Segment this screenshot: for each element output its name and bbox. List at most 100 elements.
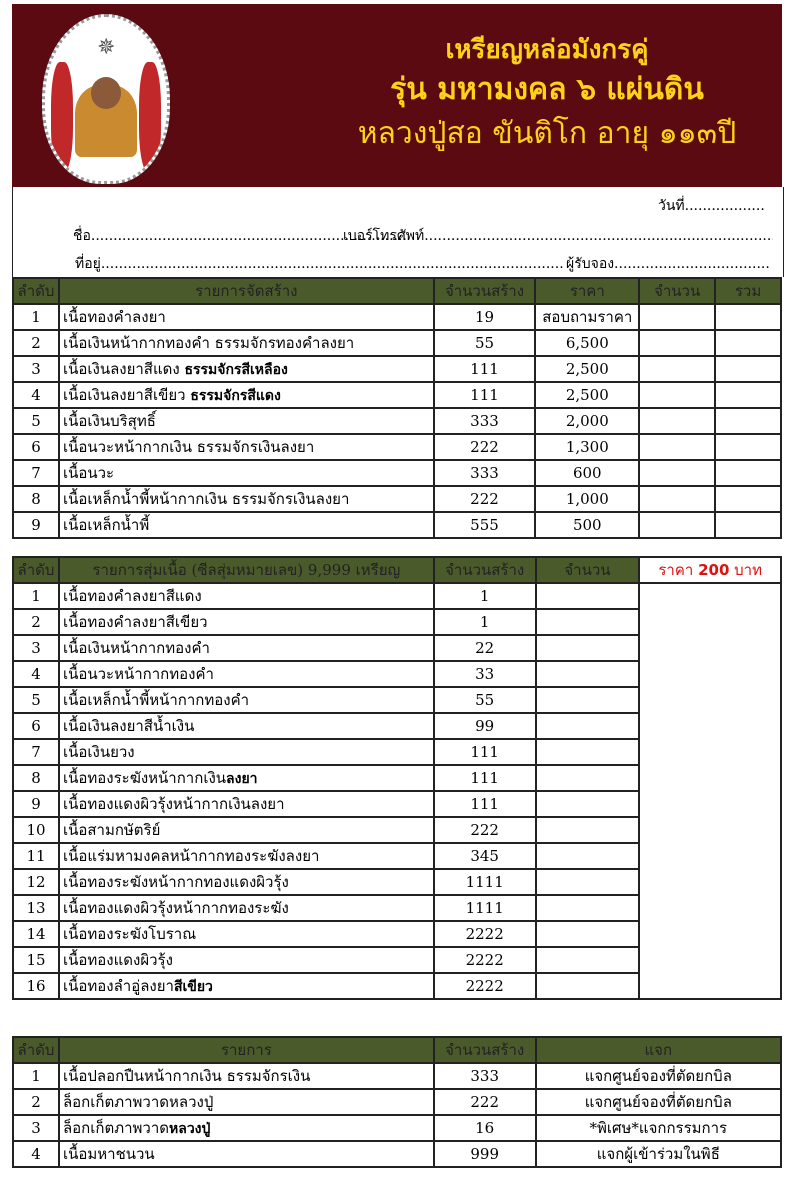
dragon-right — [139, 62, 161, 172]
header-cell: รวม — [714, 277, 782, 305]
order-qty-input[interactable] — [534, 790, 641, 818]
price-badge: ราคา 200 บาท — [638, 556, 782, 584]
order-qty-input[interactable] — [534, 608, 641, 636]
total-input[interactable] — [714, 485, 782, 513]
empty-cell — [638, 582, 782, 1000]
table-row: 4 เนื้อนวะหน้ากากทองคำ 33 — [12, 660, 781, 688]
order-qty-input[interactable] — [534, 894, 641, 922]
name-field[interactable]: ชื่อ....................................… — [73, 228, 407, 244]
production-qty: 1 — [432, 582, 537, 610]
production-qty: 222 — [432, 816, 537, 844]
order-qty-input[interactable] — [638, 303, 717, 331]
customer-info: วันที่.................. ชื่อ...........… — [12, 187, 784, 277]
total-input[interactable] — [714, 303, 782, 331]
order-qty-input[interactable] — [638, 329, 717, 357]
phone-field[interactable]: เบอร์โทรศัพท์...........................… — [343, 228, 773, 244]
item-name-bold: สีเขียว — [173, 979, 213, 995]
section1-header: ลำดับ รายการจัดสร้าง จำนวนสร้าง ราคา จำนวน รว… — [12, 277, 782, 305]
monk-head — [91, 77, 121, 109]
price: 2,000 — [534, 407, 641, 435]
production-qty: 1111 — [432, 894, 537, 922]
total-input[interactable] — [714, 329, 782, 357]
price: 600 — [534, 459, 641, 487]
order-qty-input[interactable] — [534, 920, 641, 948]
item-name-text: เนื้อเงินยวง — [62, 743, 135, 761]
total-input[interactable] — [714, 433, 782, 461]
item-name: ล็อกเก็ตภาพวาดหลวงปู่ — [57, 1114, 435, 1142]
order-qty-input[interactable] — [534, 764, 641, 792]
order-qty-input[interactable] — [534, 816, 641, 844]
total-input[interactable] — [714, 511, 782, 539]
order-qty-input[interactable] — [534, 868, 641, 896]
row-number: 7 — [12, 738, 60, 766]
item-name-text: เนื้อเหล็กน้ำพี้ — [62, 516, 150, 534]
item-name: เนื้อเงินลงยาสีน้ำเงิน — [57, 712, 435, 740]
price: 2,500 — [534, 355, 641, 383]
order-qty-input[interactable] — [534, 972, 641, 1000]
item-name-bold: ธรรมจักรสีเหลือง — [184, 362, 288, 378]
item-name: เนื้อนวะหน้ากากทองคำ — [57, 660, 435, 688]
total-input[interactable] — [714, 381, 782, 409]
row-number: 16 — [12, 972, 60, 1000]
item-name: เนื้อเหล็กน้ำพี้ — [57, 511, 435, 539]
table-row: 2 ล็อกเก็ตภาพวาดหลวงปู่ 222 แจกศูนย์จองที่ต… — [12, 1088, 783, 1116]
distribution-note: แจกผู้เข้าร่วมในพิธี — [534, 1140, 783, 1168]
order-qty-input[interactable] — [534, 842, 641, 870]
row-number: 2 — [12, 1088, 60, 1116]
title-line-2: รุ่น มหามงคล ๖ แผ่นดิน — [390, 72, 704, 107]
header-cell: ลำดับ — [12, 556, 60, 584]
row-number: 13 — [12, 894, 60, 922]
order-qty-input[interactable] — [638, 485, 717, 513]
row-number: 11 — [12, 842, 60, 870]
order-qty-input[interactable] — [534, 946, 641, 974]
receiver-field[interactable]: ผู้รับจอง...............................… — [566, 256, 770, 272]
production-qty: 222 — [432, 1088, 537, 1116]
item-name: เนื้อแร่มหามงคลหน้ากากทองระฆังลงยา — [57, 842, 435, 870]
order-qty-input[interactable] — [638, 407, 717, 435]
dharma-wheel-icon: ✵ — [97, 35, 116, 60]
distribution-note: แจกศูนย์จองที่ตัดยกบิล — [534, 1088, 783, 1116]
item-name-text: เนื้อนวะหน้ากากเงิน ธรรมจักรเงินลงยา — [62, 438, 315, 456]
total-input[interactable] — [714, 459, 782, 487]
order-qty-input[interactable] — [534, 582, 641, 610]
row-number: 3 — [12, 1114, 60, 1142]
item-name: เนื้อสามกษัตริย์ — [57, 816, 435, 844]
row-number: 3 — [12, 634, 60, 662]
order-qty-input[interactable] — [638, 355, 717, 383]
total-input[interactable] — [714, 355, 782, 383]
table-row: 15 เนื้อทองแดงผิวรุ้ง 2222 — [12, 946, 781, 974]
total-input[interactable] — [714, 407, 782, 435]
production-qty: 2222 — [432, 972, 537, 1000]
production-qty: 99 — [432, 712, 537, 740]
order-qty-input[interactable] — [534, 738, 641, 766]
item-name: เนื้อนวะ — [57, 459, 435, 487]
price: 1,000 — [534, 485, 641, 513]
row-number: 5 — [12, 407, 60, 435]
item-name-text: เนื้อเงินลงยาสีน้ำเงิน — [62, 717, 195, 735]
order-qty-input[interactable] — [534, 712, 641, 740]
item-name-text: เนื้อมหาชนวน — [62, 1145, 155, 1163]
order-qty-input[interactable] — [638, 381, 717, 409]
table-row: 8 เนื้อเหล็กน้ำพี้หน้ากากเงิน ธรรมจักรเงิ… — [12, 485, 782, 513]
order-qty-input[interactable] — [534, 686, 641, 714]
table-row: 9 เนื้อทองแดงผิวรุ้งหน้ากากเงินลงยา 111 — [12, 790, 781, 818]
table-row: 16 เนื้อทองลำอู่ลงยาสีเขียว 2222 — [12, 972, 781, 1000]
address-field[interactable]: ที่อยู่.................................… — [75, 256, 565, 272]
production-qty: 333 — [432, 1062, 537, 1090]
order-qty-input[interactable] — [638, 433, 717, 461]
production-qty: 111 — [432, 381, 537, 409]
price: 2,500 — [534, 381, 641, 409]
order-qty-input[interactable] — [638, 511, 717, 539]
row-number: 1 — [12, 582, 60, 610]
order-qty-input[interactable] — [534, 660, 641, 688]
order-qty-input[interactable] — [534, 634, 641, 662]
order-qty-input[interactable] — [638, 459, 717, 487]
production-qty: 55 — [432, 686, 537, 714]
section3-header: ลำดับ รายการ จำนวนสร้าง แจก — [12, 1036, 783, 1064]
date-field[interactable]: วันที่.................. — [658, 198, 765, 214]
item-name: เนื้อเงินหน้ากากทองคำ — [57, 634, 435, 662]
table-row: 12 เนื้อทองระฆังหน้ากากทองแดงผิวรุ้ง 1111 — [12, 868, 781, 896]
table-row: 5 เนื้อเงินบริสุทธิ์ 333 2,000 — [12, 407, 782, 435]
row-number: 9 — [12, 790, 60, 818]
